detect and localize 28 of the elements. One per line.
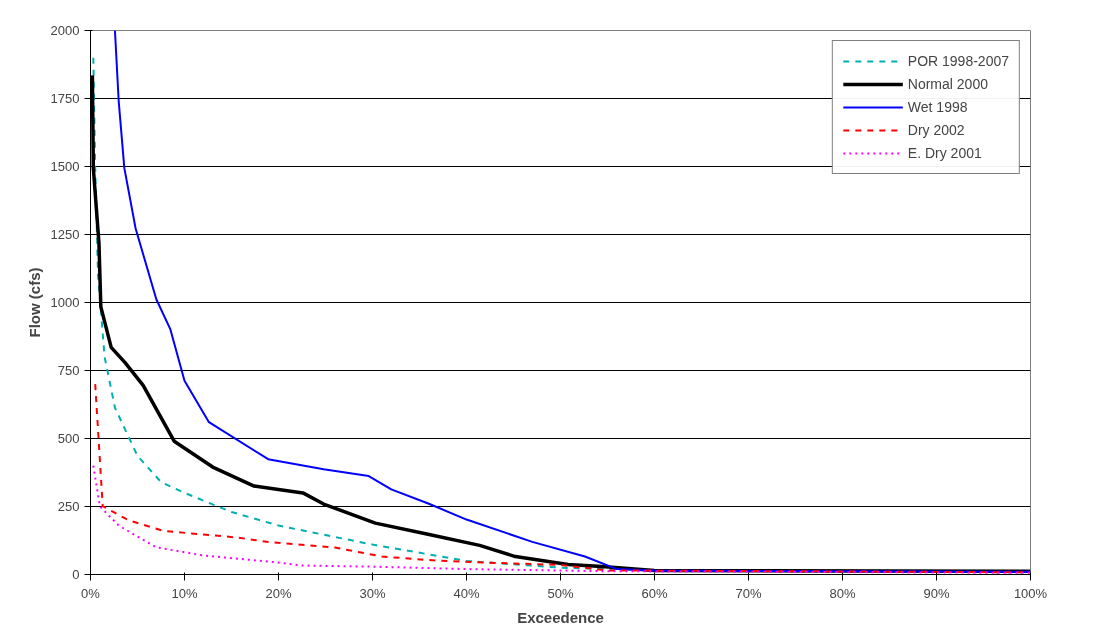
legend-label: E. Dry 2001 xyxy=(907,145,982,161)
x-tick-label: 60% xyxy=(641,585,668,601)
x-tick-label: 90% xyxy=(923,585,950,601)
x-tick-label: 10% xyxy=(171,585,198,601)
y-tick-label: 500 xyxy=(57,431,80,446)
legend-label: Wet 1998 xyxy=(907,99,968,115)
y-axis-title: Flow (cfs) xyxy=(25,267,43,338)
y-tick-label: 1750 xyxy=(50,91,80,106)
y-tick-label: 0 xyxy=(72,567,80,582)
y-tick-label: 1250 xyxy=(50,227,80,242)
legend-label: Normal 2000 xyxy=(907,76,988,92)
x-tick-label: 0% xyxy=(81,585,101,601)
x-tick-label: 40% xyxy=(453,585,480,601)
y-tick-label: 750 xyxy=(57,363,80,378)
line-series xyxy=(94,383,1031,574)
y-tick-label: 1000 xyxy=(50,295,80,310)
x-tick-label: 100% xyxy=(1013,585,1048,601)
x-tick-label: 70% xyxy=(735,585,762,601)
x-tick-label: 80% xyxy=(829,585,856,601)
y-tick-label: 250 xyxy=(57,499,80,514)
legend-label: Dry 2002 xyxy=(907,122,965,138)
x-tick-label: 30% xyxy=(359,585,386,601)
legend-label: POR 1998-2007 xyxy=(907,53,1009,69)
x-axis-title: Exceedence xyxy=(517,608,604,626)
y-tick-label: 1500 xyxy=(50,159,80,174)
x-tick-label: 20% xyxy=(265,585,292,601)
y-tick-label: 2000 xyxy=(50,23,80,38)
x-tick-label: 50% xyxy=(547,585,574,601)
